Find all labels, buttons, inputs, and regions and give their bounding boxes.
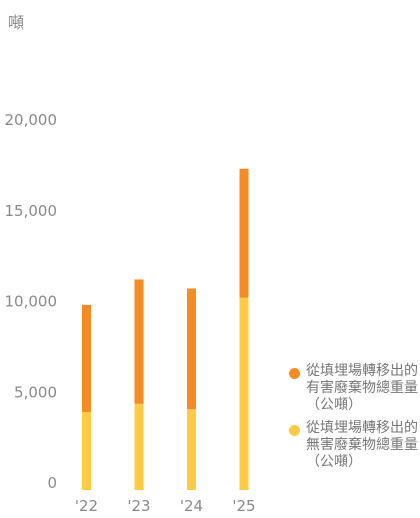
y-axis-ticks: 0 5,000 10,000 15,000 20,000 — [5, 111, 58, 492]
y-tick-label: 10,000 — [5, 293, 58, 311]
y-tick-label: 5,000 — [14, 383, 57, 401]
y-tick-label: 20,000 — [5, 111, 58, 129]
x-tick-label: '23 — [127, 497, 150, 515]
legend-label-non-hazardous: 從填埋場轉移出的無害廢棄物總重量（公噸） — [306, 420, 418, 470]
x-tick-label: '24 — [180, 497, 203, 515]
legend-item-non-hazardous: 從填埋場轉移出的無害廢棄物總重量（公噸） — [289, 420, 420, 471]
bars — [82, 168, 249, 490]
x-axis-labels: '22 '23 '24 '25 — [75, 497, 256, 515]
y-tick-label: 15,000 — [5, 202, 58, 220]
bar-segment-hazardous — [82, 304, 91, 412]
x-tick-label: '25 — [232, 497, 255, 515]
y-axis-unit-label: 噸 — [8, 13, 24, 32]
bar-segment-non-hazardous — [239, 297, 249, 490]
legend-swatch-non-hazardous — [289, 425, 300, 436]
legend-label-hazardous: 從填埋場轉移出的有害廢棄物總重量（公噸） — [306, 363, 418, 413]
bar-segment-hazardous — [239, 168, 249, 298]
y-tick-label: 0 — [47, 474, 57, 492]
bar-segment-non-hazardous — [187, 409, 196, 490]
legend: 從填埋場轉移出的有害廢棄物總重量（公噸） 從填埋場轉移出的無害廢棄物總重量（公噸… — [289, 363, 420, 477]
legend-swatch-hazardous — [289, 368, 300, 379]
bar-segment-hazardous — [134, 279, 144, 404]
bar-segment-hazardous — [187, 288, 196, 410]
legend-item-hazardous: 從填埋場轉移出的有害廢棄物總重量（公噸） — [289, 363, 420, 414]
bar-segment-non-hazardous — [134, 403, 144, 490]
x-tick-label: '22 — [75, 497, 98, 515]
bar-segment-non-hazardous — [82, 411, 91, 490]
